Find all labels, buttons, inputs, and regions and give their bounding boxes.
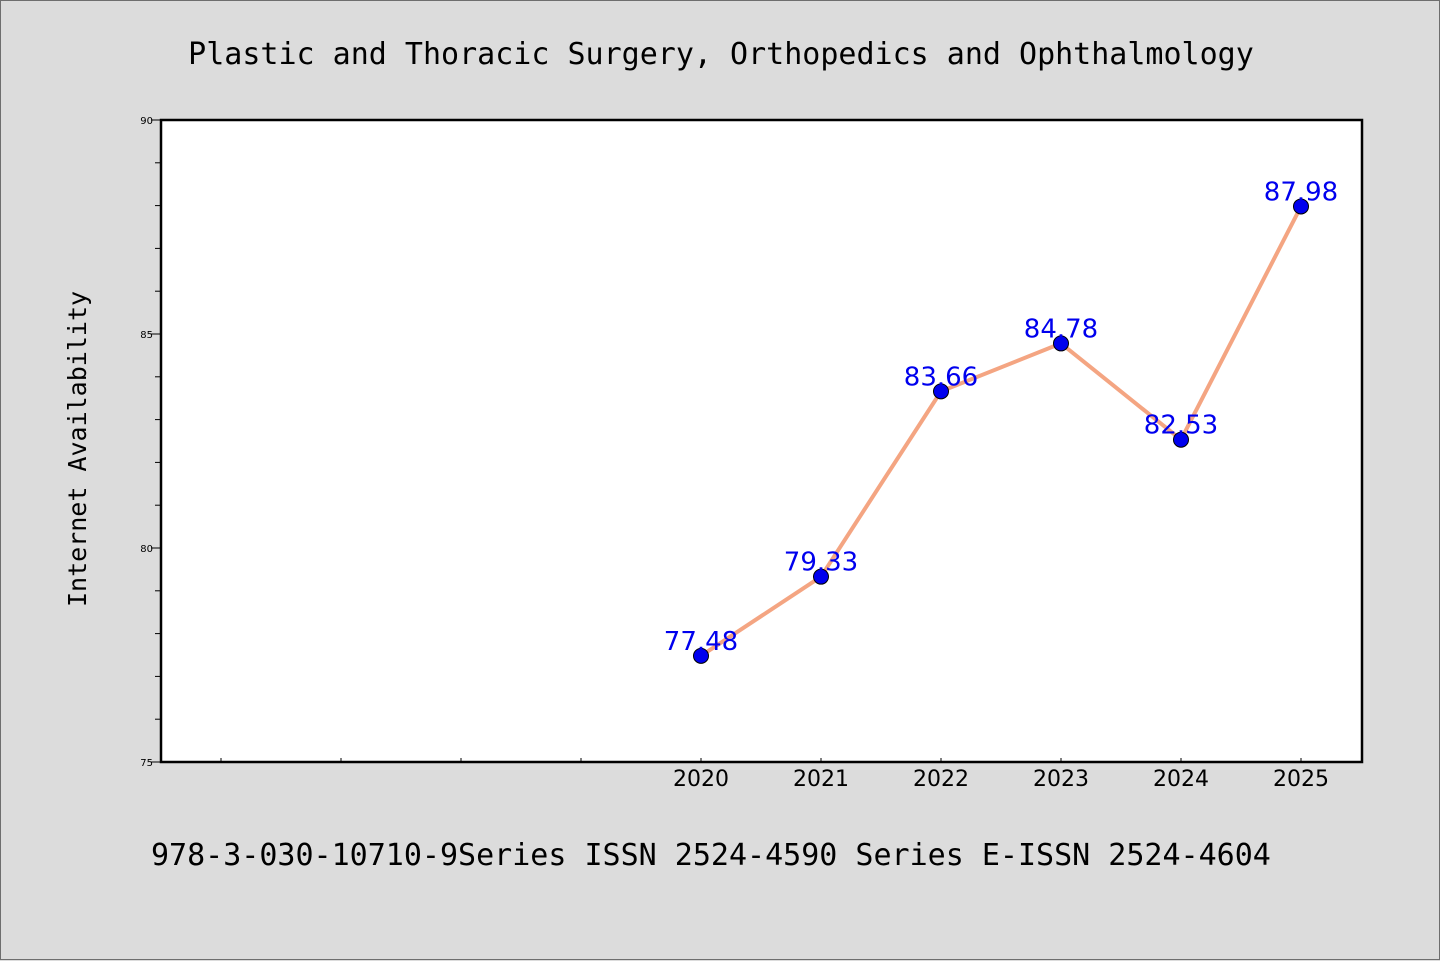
data-point-marker: [1053, 335, 1069, 352]
y-axis-label: Internet Availability: [63, 291, 92, 607]
x-tick-label: 2021: [793, 767, 849, 792]
data-label: 79.33: [784, 548, 858, 578]
series-layer: 77.48 79.33 83.66 84.78 82.53 87.98: [664, 177, 1338, 664]
data-label: 83.66: [904, 362, 978, 392]
data-point-marker: [1173, 431, 1189, 448]
data-point-marker: [693, 647, 709, 664]
plot-area: [159, 118, 1364, 764]
data-label: 84.78: [1024, 314, 1098, 344]
y-tick-label: 80: [140, 544, 153, 555]
x-tick-label: 2023: [1033, 767, 1089, 792]
chart-title: Plastic and Thoracic Surgery, Orthopedic…: [188, 37, 1254, 72]
series-line: [699, 204, 1303, 658]
y-axis: 75 80 85 90: [140, 116, 161, 769]
data-label: 87.98: [1264, 177, 1338, 207]
x-tick-label: 2020: [673, 767, 729, 792]
data-point-marker: [1293, 198, 1309, 215]
x-tick-label: 2024: [1153, 767, 1209, 792]
data-point-marker: [813, 568, 829, 585]
y-tick-label: 75: [140, 758, 153, 769]
y-tick-label: 85: [140, 330, 153, 341]
footer-isbn-issn: 978-3-030-10710-9Series ISSN 2524-4590 S…: [151, 838, 1271, 873]
data-label: 82.53: [1144, 411, 1218, 441]
x-tick-label: 2022: [913, 767, 969, 792]
data-point-marker: [933, 383, 949, 400]
x-tick-label: 2025: [1273, 767, 1329, 792]
x-axis: 2020 2021 2022 2023 2024 2025: [220, 758, 1329, 792]
data-label: 77.48: [664, 627, 738, 657]
y-tick-label: 90: [140, 116, 153, 127]
